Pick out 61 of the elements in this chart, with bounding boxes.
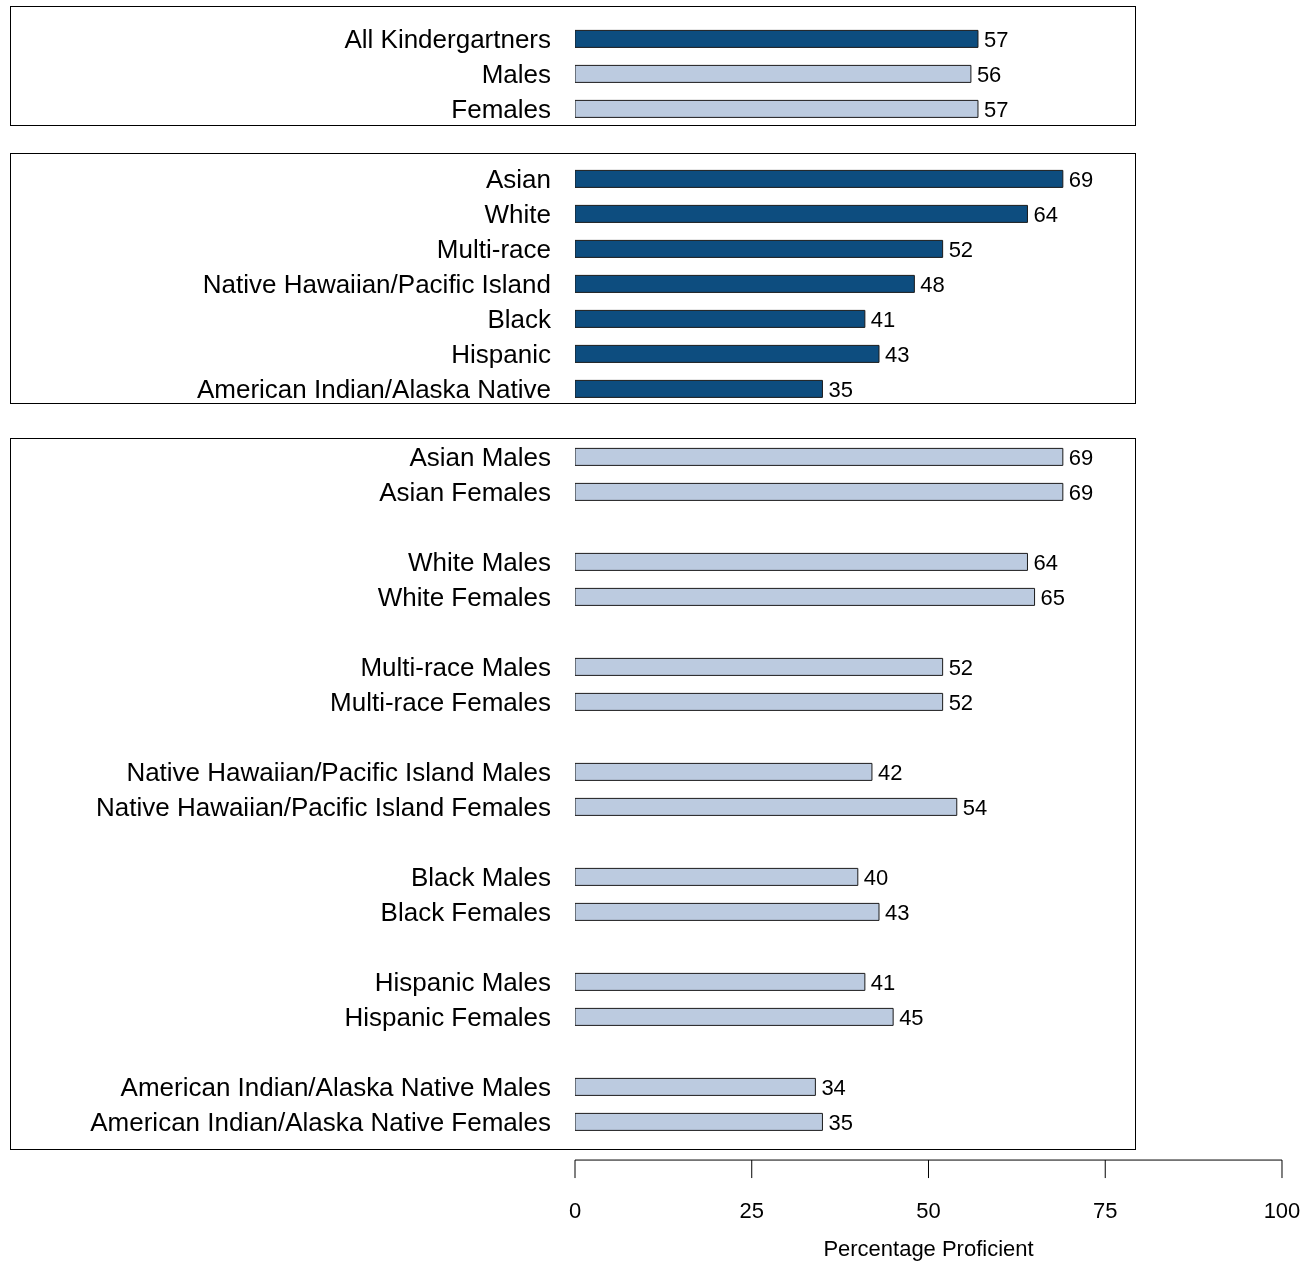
y-tick-label: Asian Females bbox=[379, 477, 551, 508]
x-axis-title: Percentage Proficient bbox=[823, 1236, 1034, 1262]
y-tick-label: Black bbox=[487, 304, 552, 335]
y-tick-label: Females bbox=[451, 94, 552, 125]
data-label: 35 bbox=[828, 1109, 853, 1135]
data-label: 65 bbox=[1040, 584, 1066, 610]
bar bbox=[575, 344, 880, 363]
y-tick-label: Native Hawaiian/Pacific Island Females bbox=[96, 792, 551, 823]
data-label: 41 bbox=[870, 306, 896, 332]
y-tick-label: Native Hawaiian/Pacific Island bbox=[202, 269, 551, 300]
data-label: 40 bbox=[863, 864, 889, 890]
data-label: 48 bbox=[920, 271, 945, 297]
y-tick-label: All Kindergartners bbox=[344, 24, 552, 55]
y-tick-label: Multi-race Males bbox=[360, 652, 551, 683]
y-tick-label: Black Males bbox=[410, 862, 551, 893]
y-tick-label: White bbox=[484, 199, 551, 230]
data-label: 64 bbox=[1033, 201, 1058, 227]
x-tick-label: 25 bbox=[739, 1197, 764, 1223]
x-tick-label: 0 bbox=[568, 1197, 582, 1223]
y-tick-label: Black Females bbox=[380, 897, 551, 928]
y-tick-label: Native Hawaiian/Pacific Island Males bbox=[126, 757, 552, 788]
bar bbox=[575, 204, 1028, 223]
data-label: 35 bbox=[828, 376, 853, 402]
data-label: 52 bbox=[948, 689, 974, 715]
y-tick-label: White Females bbox=[377, 582, 551, 613]
y-tick-label: American Indian/Alaska Native Females bbox=[90, 1107, 552, 1138]
data-label: 43 bbox=[885, 899, 910, 925]
y-tick-label: Multi-race bbox=[436, 234, 551, 265]
y-tick-label: American Indian/Alaska Native Males bbox=[120, 1072, 551, 1103]
x-tick-label: 100 bbox=[1263, 1197, 1301, 1223]
y-tick-label: Hispanic bbox=[451, 339, 551, 370]
data-label: 52 bbox=[948, 236, 974, 262]
data-label: 69 bbox=[1068, 166, 1094, 192]
y-tick-label: Hispanic Males bbox=[374, 967, 551, 998]
x-tick-label: 50 bbox=[916, 1197, 941, 1223]
data-label: 69 bbox=[1068, 479, 1094, 505]
y-tick-label: American Indian/Alaska Native bbox=[196, 374, 551, 405]
bar bbox=[575, 379, 823, 398]
data-label: 64 bbox=[1033, 549, 1058, 575]
x-tick-label: 75 bbox=[1093, 1197, 1118, 1223]
bar bbox=[575, 239, 944, 258]
data-label: 57 bbox=[983, 26, 1009, 52]
y-tick-label: Asian bbox=[485, 164, 551, 195]
y-tick-label: Hispanic Females bbox=[344, 1002, 551, 1033]
data-label: 56 bbox=[976, 61, 1002, 87]
data-label: 34 bbox=[821, 1074, 846, 1100]
y-tick-label: Multi-race Females bbox=[330, 687, 551, 718]
data-label: 42 bbox=[877, 759, 903, 785]
bar bbox=[575, 274, 915, 293]
data-label: 57 bbox=[983, 96, 1009, 122]
y-tick-label: Males bbox=[481, 59, 551, 90]
data-label: 54 bbox=[962, 794, 988, 820]
data-label: 43 bbox=[885, 341, 910, 367]
y-tick-label: Asian Males bbox=[409, 442, 552, 473]
bar bbox=[575, 309, 866, 328]
data-label: 52 bbox=[948, 654, 974, 680]
bar bbox=[575, 169, 1064, 188]
data-label: 69 bbox=[1068, 444, 1094, 470]
data-label: 41 bbox=[870, 969, 896, 995]
data-label: 45 bbox=[899, 1004, 924, 1030]
y-tick-label: White Males bbox=[408, 547, 552, 578]
